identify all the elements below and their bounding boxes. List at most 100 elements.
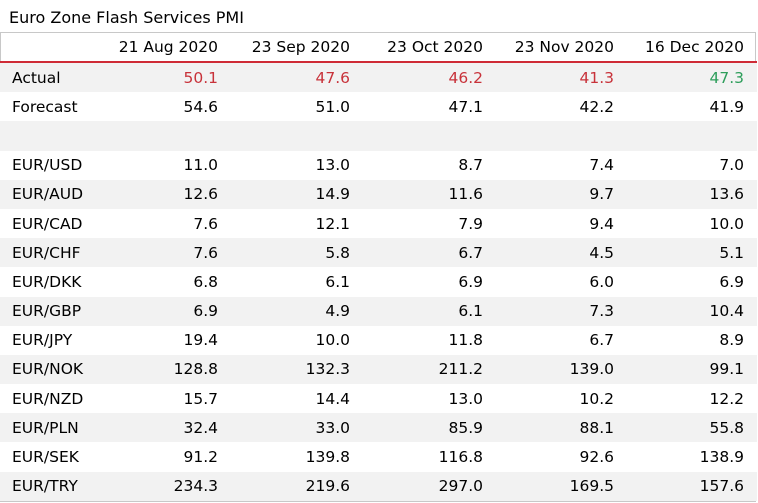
pair-value: 14.9 bbox=[218, 179, 350, 209]
pair-value: 116.8 bbox=[350, 442, 483, 472]
pair-value: 15.7 bbox=[99, 384, 218, 414]
pair-label: EUR/SEK bbox=[0, 442, 99, 472]
pair-value: 8.9 bbox=[614, 325, 757, 355]
pair-value: 6.0 bbox=[483, 267, 614, 297]
pair-value: 6.1 bbox=[350, 296, 483, 326]
pair-value: 11.8 bbox=[350, 325, 483, 355]
pair-label: EUR/AUD bbox=[0, 179, 99, 209]
pair-row: EUR/JPY 19.4 10.0 11.8 6.7 8.9 bbox=[0, 325, 757, 355]
pair-value: 157.6 bbox=[614, 471, 757, 501]
pair-row: EUR/TRY 234.3 219.6 297.0 169.5 157.6 bbox=[0, 471, 757, 501]
pair-value: 12.2 bbox=[614, 384, 757, 414]
row-label: Forecast bbox=[0, 92, 99, 122]
column-header: 21 Aug 2020 bbox=[99, 33, 218, 63]
header-empty-cell bbox=[0, 33, 99, 63]
forecast-row: Forecast 54.6 51.0 47.1 42.2 41.9 bbox=[0, 92, 757, 122]
pair-value: 6.1 bbox=[218, 267, 350, 297]
pmi-table: 21 Aug 2020 23 Sep 2020 23 Oct 2020 23 N… bbox=[0, 33, 757, 501]
pair-value: 14.4 bbox=[218, 384, 350, 414]
spacer-cell bbox=[483, 121, 614, 151]
pair-row: EUR/CAD 7.6 12.1 7.9 9.4 10.0 bbox=[0, 208, 757, 239]
forecast-value: 54.6 bbox=[99, 92, 218, 122]
pair-value: 32.4 bbox=[99, 413, 218, 443]
column-header: 23 Nov 2020 bbox=[483, 33, 614, 63]
pair-value: 6.7 bbox=[350, 238, 483, 268]
forecast-value: 41.9 bbox=[614, 92, 757, 122]
pair-value: 13.6 bbox=[614, 179, 757, 209]
actual-value: 47.6 bbox=[218, 62, 350, 93]
actual-row: Actual 50.1 47.6 46.2 41.3 47.3 bbox=[0, 62, 757, 93]
pair-value: 139.0 bbox=[483, 354, 614, 385]
actual-value: 46.2 bbox=[350, 62, 483, 93]
pair-value: 138.9 bbox=[614, 442, 757, 472]
pair-value: 11.0 bbox=[99, 150, 218, 180]
pair-value: 128.8 bbox=[99, 354, 218, 385]
pair-value: 6.9 bbox=[99, 296, 218, 326]
pair-value: 5.8 bbox=[218, 238, 350, 268]
pair-value: 169.5 bbox=[483, 471, 614, 501]
forecast-value: 47.1 bbox=[350, 92, 483, 122]
pair-label: EUR/JPY bbox=[0, 325, 99, 355]
pair-row: EUR/CHF 7.6 5.8 6.7 4.5 5.1 bbox=[0, 238, 757, 268]
pair-label: EUR/TRY bbox=[0, 471, 99, 501]
actual-value: 50.1 bbox=[99, 62, 218, 93]
pair-value: 297.0 bbox=[350, 471, 483, 501]
pair-label: EUR/NZD bbox=[0, 384, 99, 414]
pair-value: 9.4 bbox=[483, 208, 614, 239]
pair-label: EUR/PLN bbox=[0, 413, 99, 443]
pair-value: 12.1 bbox=[218, 208, 350, 239]
pair-value: 99.1 bbox=[614, 354, 757, 385]
pair-label: EUR/CAD bbox=[0, 208, 99, 239]
pair-row: EUR/DKK 6.8 6.1 6.9 6.0 6.9 bbox=[0, 267, 757, 297]
pair-value: 10.0 bbox=[218, 325, 350, 355]
pair-value: 12.6 bbox=[99, 179, 218, 209]
pair-value: 7.6 bbox=[99, 208, 218, 239]
pair-value: 4.5 bbox=[483, 238, 614, 268]
pair-label: EUR/NOK bbox=[0, 354, 99, 385]
pair-label: EUR/DKK bbox=[0, 267, 99, 297]
pair-value: 10.0 bbox=[614, 208, 757, 239]
pair-value: 9.7 bbox=[483, 179, 614, 209]
pair-row: EUR/SEK 91.2 139.8 116.8 92.6 138.9 bbox=[0, 442, 757, 472]
pair-value: 7.0 bbox=[614, 150, 757, 180]
spacer-cell bbox=[350, 121, 483, 151]
pair-label: EUR/USD bbox=[0, 150, 99, 180]
pair-value: 91.2 bbox=[99, 442, 218, 472]
forecast-value: 51.0 bbox=[218, 92, 350, 122]
column-header: 16 Dec 2020 bbox=[614, 33, 757, 63]
pair-value: 13.0 bbox=[350, 384, 483, 414]
spacer-cell bbox=[614, 121, 757, 151]
pair-value: 8.7 bbox=[350, 150, 483, 180]
pair-value: 7.4 bbox=[483, 150, 614, 180]
header-row: 21 Aug 2020 23 Sep 2020 23 Oct 2020 23 N… bbox=[0, 33, 757, 63]
pair-value: 92.6 bbox=[483, 442, 614, 472]
row-label: Actual bbox=[0, 62, 99, 93]
pair-value: 85.9 bbox=[350, 413, 483, 443]
forecast-value: 42.2 bbox=[483, 92, 614, 122]
pair-value: 6.9 bbox=[350, 267, 483, 297]
pair-value: 219.6 bbox=[218, 471, 350, 501]
spacer-cell bbox=[218, 121, 350, 151]
pair-value: 11.6 bbox=[350, 179, 483, 209]
column-header: 23 Sep 2020 bbox=[218, 33, 350, 63]
pair-label: EUR/GBP bbox=[0, 296, 99, 326]
table-title: Euro Zone Flash Services PMI bbox=[9, 8, 244, 27]
actual-value: 47.3 bbox=[614, 62, 757, 93]
pair-value: 19.4 bbox=[99, 325, 218, 355]
pair-row: EUR/USD 11.0 13.0 8.7 7.4 7.0 bbox=[0, 150, 757, 180]
spacer-row bbox=[0, 121, 757, 151]
pair-value: 10.2 bbox=[483, 384, 614, 414]
pair-value: 7.6 bbox=[99, 238, 218, 268]
pair-value: 13.0 bbox=[218, 150, 350, 180]
pair-row: EUR/NOK 128.8 132.3 211.2 139.0 99.1 bbox=[0, 354, 757, 385]
pair-value: 7.9 bbox=[350, 208, 483, 239]
pair-value: 7.3 bbox=[483, 296, 614, 326]
column-header: 23 Oct 2020 bbox=[350, 33, 483, 63]
pair-row: EUR/NZD 15.7 14.4 13.0 10.2 12.2 bbox=[0, 384, 757, 414]
pair-label: EUR/CHF bbox=[0, 238, 99, 268]
pair-value: 132.3 bbox=[218, 354, 350, 385]
pair-value: 211.2 bbox=[350, 354, 483, 385]
pair-value: 6.8 bbox=[99, 267, 218, 297]
pair-row: EUR/PLN 32.4 33.0 85.9 88.1 55.8 bbox=[0, 413, 757, 443]
actual-value: 41.3 bbox=[483, 62, 614, 93]
